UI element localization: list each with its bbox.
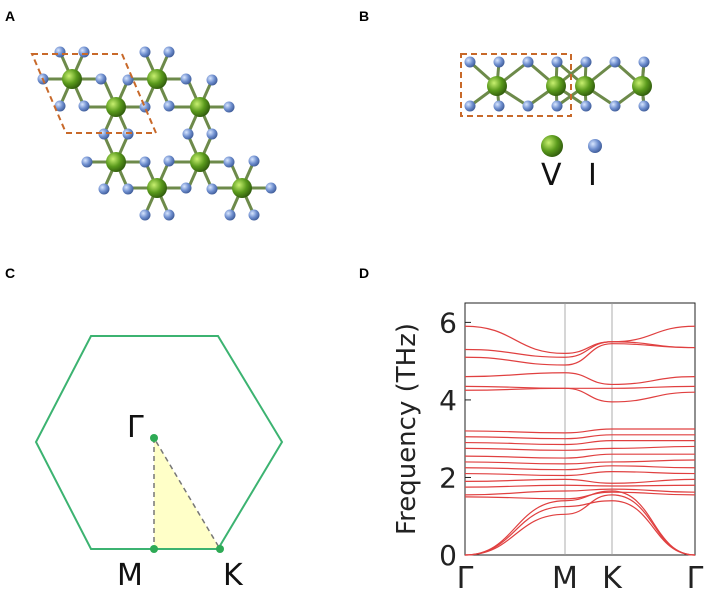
phonon-branch bbox=[464, 325, 696, 355]
phonon-branch bbox=[464, 500, 696, 556]
phonon-branch bbox=[464, 385, 696, 389]
phonon-branch bbox=[464, 465, 696, 471]
phonon-branch bbox=[464, 488, 696, 496]
panel-label-d: D bbox=[359, 265, 370, 281]
x-tick-label: K bbox=[602, 561, 623, 596]
y-tick-label: 4 bbox=[439, 384, 457, 417]
phonon-branch bbox=[464, 387, 696, 403]
y-axis-label: Frequency (THz) bbox=[392, 323, 422, 535]
phonon-branch bbox=[464, 453, 695, 459]
panel-label-c: C bbox=[5, 265, 16, 281]
phonon-branch bbox=[464, 494, 696, 556]
x-tick-label: Γ bbox=[457, 561, 474, 596]
phonon-branch bbox=[464, 471, 696, 477]
k-label: K bbox=[223, 558, 243, 593]
legend-i-label: I bbox=[588, 158, 597, 193]
y-tick-label: 2 bbox=[439, 461, 457, 494]
y-tick-label: 0 bbox=[439, 539, 457, 572]
x-tick-label: M bbox=[552, 561, 578, 596]
phonon-branch bbox=[464, 459, 696, 465]
legend-v-label: V bbox=[541, 158, 562, 193]
panel-label-b: B bbox=[359, 8, 370, 24]
phonon-branch bbox=[464, 491, 696, 500]
phonon-branch bbox=[464, 445, 696, 451]
phonon-branch bbox=[464, 343, 696, 366]
phonon-branch bbox=[464, 478, 696, 484]
y-tick-label: 6 bbox=[439, 306, 457, 339]
x-tick-label: Γ bbox=[687, 561, 704, 596]
phonon-branch bbox=[464, 341, 696, 358]
m-label: M bbox=[117, 558, 143, 593]
gamma-label: Γ bbox=[127, 410, 144, 445]
phonon-branch bbox=[464, 372, 696, 386]
phonon-branch bbox=[464, 428, 695, 434]
panel-label-a: A bbox=[5, 8, 16, 24]
phonon-branch bbox=[464, 434, 695, 440]
phonon-branch bbox=[464, 440, 695, 446]
phonon-branch bbox=[464, 484, 696, 488]
